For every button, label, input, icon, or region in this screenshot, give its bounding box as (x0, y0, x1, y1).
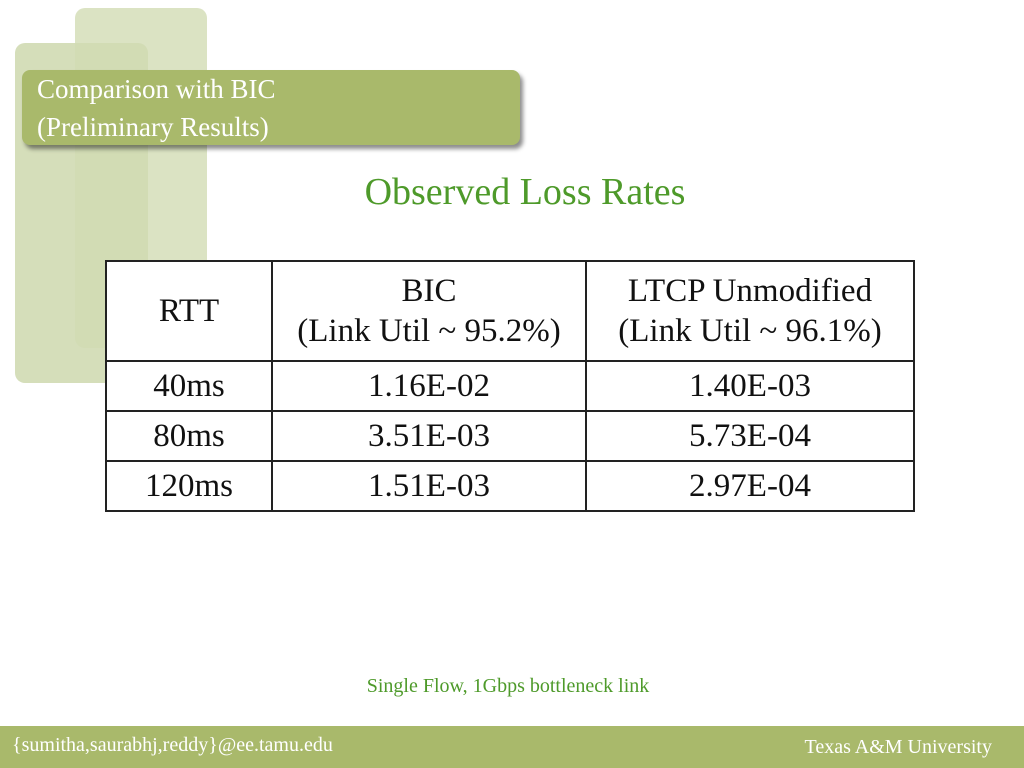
header-cell: RTT (105, 260, 273, 362)
cell: 1.16E-02 (271, 360, 587, 412)
footer-institution: Texas A&M University (804, 736, 992, 758)
title-bar: Comparison with BIC (Preliminary Results… (22, 70, 520, 145)
cell: 3.51E-03 (271, 410, 587, 462)
subtitle: Observed Loss Rates (364, 171, 686, 213)
header-cell: BIC (Link Util ~ 95.2%) (271, 260, 587, 362)
row: 80ms 3.51E-03 5.73E-04 (105, 410, 915, 462)
row: 120ms 1.51E-03 2.97E-04 (105, 460, 915, 512)
cell-line: LTCP Unmodified (627, 273, 873, 309)
cell: 5.73E-04 (585, 410, 915, 462)
cell-line: (Link Util ~ 96.1%) (618, 313, 882, 349)
footer-email: {sumitha,saurabhj,reddy}@ee.tamu.edu (12, 734, 333, 756)
header-row: RTT BIC (Link Util ~ 95.2%) LTCP Unmodifi… (105, 260, 915, 362)
row: 40ms 1.16E-02 1.40E-03 (105, 360, 915, 412)
cell: 1.40E-03 (585, 360, 915, 412)
cell-line: RTT (158, 293, 220, 329)
title-line: Comparison with BIC (37, 74, 276, 104)
title-line: (Preliminary Results) (37, 112, 269, 142)
cell: 2.97E-04 (585, 460, 915, 512)
cell-line: (Link Util ~ 95.2%) (297, 313, 561, 349)
cell: 80ms (105, 410, 273, 462)
cell: 120ms (105, 460, 273, 512)
data-table: RTT BIC (Link Util ~ 95.2%) LTCP Unmodifi… (105, 260, 915, 512)
header-cell: LTCP Unmodified (Link Util ~ 96.1%) (585, 260, 915, 362)
caption: Single Flow, 1Gbps bottleneck link (366, 675, 650, 697)
footer: {sumitha,saurabhj,reddy}@ee.tamu.edu Tex… (0, 726, 1024, 768)
cell: 40ms (105, 360, 273, 412)
cell: 1.51E-03 (271, 460, 587, 512)
cell-line: BIC (401, 273, 457, 309)
